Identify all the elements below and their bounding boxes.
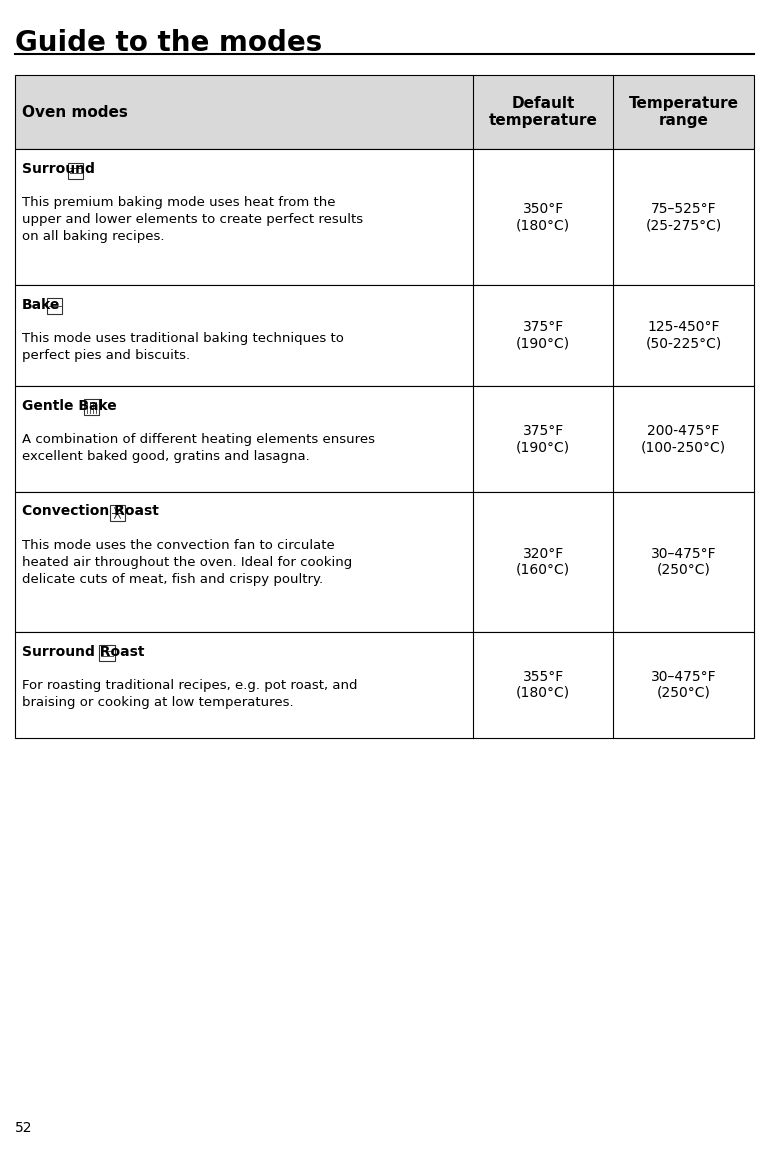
- Text: Oven modes: Oven modes: [22, 105, 128, 119]
- Text: 320°F
(160°C): 320°F (160°C): [516, 547, 571, 577]
- Text: Convection Roast: Convection Roast: [22, 504, 158, 518]
- Bar: [15, 492, 754, 632]
- Text: Surround Roast: Surround Roast: [22, 645, 144, 658]
- Text: 200-475°F
(100-250°C): 200-475°F (100-250°C): [641, 424, 726, 454]
- Text: Temperature
range: Temperature range: [628, 95, 738, 129]
- Bar: [110, 504, 125, 520]
- Text: This premium baking mode uses heat from the
upper and lower elements to create p: This premium baking mode uses heat from …: [22, 196, 363, 244]
- Text: This mode uses the convection fan to circulate
heated air throughout the oven. I: This mode uses the convection fan to cir…: [22, 539, 351, 586]
- Bar: [84, 399, 99, 415]
- Bar: [15, 149, 754, 285]
- Bar: [15, 386, 754, 492]
- Text: For roasting traditional recipes, e.g. pot roast, and
braising or cooking at low: For roasting traditional recipes, e.g. p…: [22, 679, 357, 709]
- Text: 30–475°F
(250°C): 30–475°F (250°C): [651, 670, 716, 700]
- Text: Gentle Bake: Gentle Bake: [22, 399, 116, 412]
- Bar: [68, 162, 83, 178]
- Bar: [99, 645, 115, 661]
- Text: 355°F
(180°C): 355°F (180°C): [516, 670, 571, 700]
- Text: This mode uses traditional baking techniques to
perfect pies and biscuits.: This mode uses traditional baking techni…: [22, 332, 344, 362]
- Text: A combination of different heating elements ensures
excellent baked good, gratin: A combination of different heating eleme…: [22, 433, 375, 463]
- Text: 30–475°F
(250°C): 30–475°F (250°C): [651, 547, 716, 577]
- Bar: [15, 285, 754, 386]
- Text: Surround: Surround: [22, 162, 95, 176]
- Text: Default
temperature: Default temperature: [489, 95, 598, 129]
- Text: 375°F
(190°C): 375°F (190°C): [516, 321, 571, 350]
- Bar: [15, 632, 754, 738]
- Bar: [47, 298, 62, 314]
- Text: Bake: Bake: [22, 298, 60, 311]
- Text: 52: 52: [15, 1121, 33, 1135]
- Text: Guide to the modes: Guide to the modes: [15, 29, 323, 56]
- Text: 75–525°F
(25-275°C): 75–525°F (25-275°C): [645, 202, 721, 232]
- Bar: [15, 75, 754, 149]
- Text: 125-450°F
(50-225°C): 125-450°F (50-225°C): [645, 321, 721, 350]
- Text: 350°F
(180°C): 350°F (180°C): [516, 202, 571, 232]
- Text: 375°F
(190°C): 375°F (190°C): [516, 424, 571, 454]
